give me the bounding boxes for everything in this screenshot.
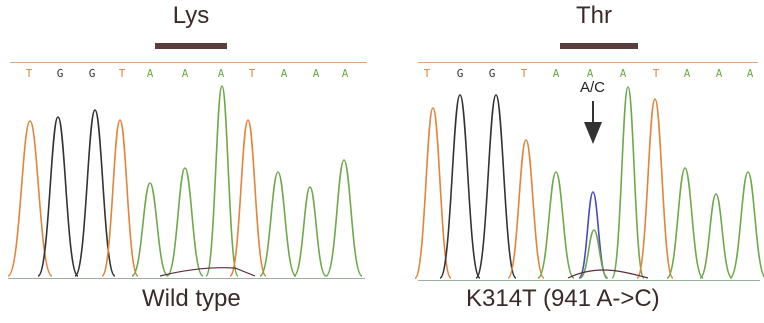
trace-peak [325, 159, 363, 277]
base-call: A [280, 67, 288, 80]
trace-peak [439, 94, 481, 279]
base-call: T [248, 67, 256, 80]
trace-peak [537, 171, 575, 279]
base-call: A [312, 67, 320, 80]
baseline [418, 280, 760, 281]
trace-peak [205, 85, 239, 277]
base-call: T [652, 67, 660, 80]
base-call: A [146, 67, 154, 80]
down-arrow-icon [584, 122, 602, 144]
trace-peak [507, 139, 545, 279]
codon-bar [155, 43, 227, 49]
trace-peak [475, 94, 517, 279]
base-call: A [217, 67, 225, 80]
trace-peak [229, 119, 267, 277]
base-call: A [586, 67, 594, 80]
trace-peak [131, 182, 169, 277]
trace-noise [567, 269, 649, 279]
trace-peak [414, 107, 452, 279]
trace-peak [37, 116, 79, 277]
codon-label: Lys [172, 2, 210, 29]
reference-line [10, 62, 367, 63]
base-call: G [88, 67, 96, 80]
trace-peak [293, 186, 327, 277]
base-call: A [181, 67, 189, 80]
base-call: A [746, 67, 754, 80]
trace-peak [101, 119, 139, 277]
codon-bar [560, 43, 638, 49]
trace-noise [159, 267, 256, 277]
baseline [8, 278, 365, 279]
base-call: G [488, 67, 496, 80]
trace-peak [7, 120, 53, 277]
panel-caption: K314T (941 A->C) [466, 285, 660, 312]
base-call: G [456, 67, 464, 80]
trace-peak [579, 229, 609, 279]
mutant-panel: Thr T G G T A A A T A A A A/C K314T (941 A->C) [408, 0, 764, 323]
reference-line [418, 62, 758, 63]
base-call: A [683, 67, 691, 80]
trace-peak [259, 171, 297, 277]
base-call: T [423, 67, 431, 80]
trace-peak [611, 86, 645, 279]
base-call: A [619, 67, 627, 80]
base-call: G [56, 67, 64, 80]
trace-peak [729, 171, 764, 279]
wild-type-panel: Lys T G G T A A A T A A A Wild type [7, 2, 367, 312]
base-call: T [520, 67, 528, 80]
base-call: A [341, 67, 349, 80]
chromatogram-trace [7, 85, 363, 277]
mutation-label: A/C [580, 79, 606, 96]
chromatogram-trace [414, 86, 764, 279]
base-call: A [715, 67, 723, 80]
base-call: A [552, 67, 560, 80]
base-call: T [25, 67, 33, 80]
trace-peak [636, 98, 674, 279]
trace-peak [666, 167, 704, 279]
trace-peak [699, 193, 733, 279]
arrow-shaft [592, 101, 594, 125]
trace-peak [166, 167, 204, 277]
panel-caption: Wild type [142, 285, 241, 312]
trace-peak [74, 109, 116, 277]
codon-label: Thr [576, 2, 612, 29]
base-call: T [118, 67, 126, 80]
